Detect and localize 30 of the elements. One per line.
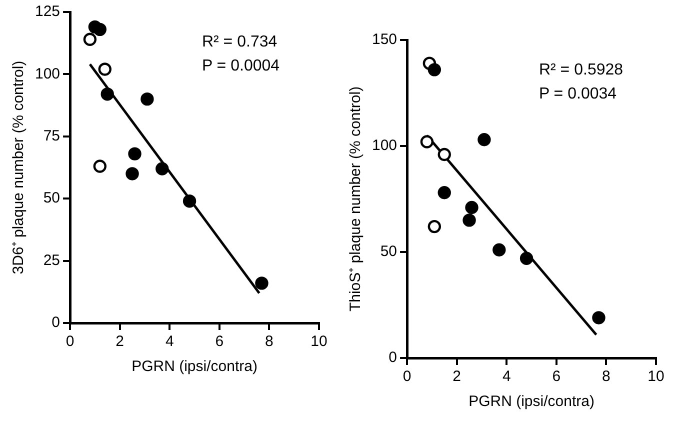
x-tick-label: 10 (310, 333, 328, 350)
annotation: R² = 0.5928 (538, 61, 624, 78)
y-tick-label: 50 (43, 190, 60, 207)
x-tick-label: 4 (165, 333, 174, 350)
x-axis-title: PGRN (ipsi/contra) (468, 393, 594, 410)
y-tick-label: 0 (52, 314, 60, 332)
annotation: P = 0.0034 (538, 85, 617, 102)
x-tick-label: 10 (648, 368, 664, 386)
x-tick-label: 0 (66, 333, 74, 350)
x-tick-label: 0 (402, 368, 412, 386)
x-tick-label: 2 (452, 368, 461, 386)
x-tick-label: 4 (502, 368, 511, 386)
y-tick-label: 75 (43, 128, 60, 145)
y-tick-label: 150 (372, 31, 398, 48)
y-tick-label: 50 (380, 243, 398, 260)
x-axis-title: PGRN (ipsi/contra) (132, 358, 258, 376)
y-axis-title: 3D6⁺ plaque number (% control) (10, 60, 28, 274)
annotation: P = 0.0004 (202, 57, 280, 74)
annotation: R² = 0.734 (202, 33, 278, 50)
y-axis-title: ThioS⁺ plaque number (% control) (347, 86, 364, 312)
y-tick-label: 25 (43, 252, 60, 269)
y-tick-label: 100 (34, 65, 60, 82)
y-tick-label: 125 (34, 3, 60, 20)
x-tick-label: 6 (552, 368, 561, 386)
x-tick-label: 8 (602, 368, 610, 386)
x-tick-label: 8 (265, 333, 274, 350)
y-tick-label: 100 (372, 137, 398, 154)
x-tick-label: 6 (215, 333, 224, 350)
x-tick-label: 2 (116, 333, 124, 350)
y-tick-label: 0 (388, 349, 398, 366)
